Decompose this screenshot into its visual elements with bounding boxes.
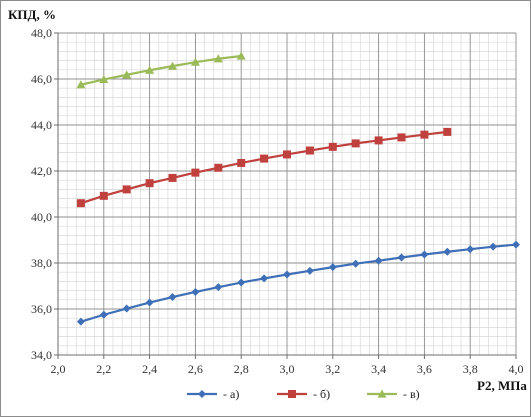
data-point — [305, 266, 314, 275]
series-2 — [76, 127, 452, 208]
series-3 — [76, 51, 246, 89]
data-point — [168, 61, 177, 70]
x-tick-label: 3,8 — [463, 362, 478, 376]
x-tick-label: 4,0 — [509, 362, 524, 376]
data-point — [99, 310, 108, 319]
data-point — [236, 51, 246, 60]
x-tick-label: 2,0 — [51, 362, 66, 376]
legend: - а) - б) - в) — [187, 387, 420, 401]
series-1 — [76, 240, 520, 326]
legend-label: - в) — [403, 387, 420, 401]
x-axis-title: Р2, МПа — [477, 378, 527, 393]
data-point — [466, 245, 475, 254]
data-point — [374, 256, 383, 265]
data-point — [168, 293, 177, 302]
data-point — [305, 146, 314, 155]
data-point — [145, 65, 155, 74]
data-point — [260, 274, 269, 283]
data-point — [328, 142, 337, 151]
data-point — [374, 136, 383, 145]
data-point — [122, 185, 131, 194]
data-point — [328, 263, 337, 272]
data-point — [76, 317, 85, 326]
data-point — [145, 179, 154, 188]
x-tick-label: 3,6 — [417, 362, 432, 376]
data-point — [489, 242, 498, 251]
data-point — [443, 247, 452, 256]
x-tick-label: 2,4 — [142, 362, 157, 376]
data-point — [190, 57, 200, 66]
series-line — [80, 54, 242, 86]
data-point — [99, 191, 108, 200]
data-point — [122, 70, 132, 79]
data-point — [443, 127, 452, 136]
legend-marker — [198, 390, 206, 398]
x-tick-label: 2,6 — [188, 362, 203, 376]
series-group — [76, 51, 520, 326]
data-point — [99, 74, 109, 84]
data-point — [397, 253, 406, 262]
y-axis-title: КПД, % — [8, 7, 56, 22]
data-point — [260, 154, 269, 163]
data-point — [76, 199, 85, 208]
data-point — [237, 158, 246, 167]
data-point — [214, 283, 223, 292]
series-line — [80, 243, 517, 323]
series-line — [80, 130, 448, 205]
data-point — [168, 173, 177, 182]
y-tick-label: 38,0 — [31, 256, 52, 270]
y-tick-label: 40,0 — [31, 210, 52, 224]
y-tick-label: 44,0 — [31, 118, 52, 132]
data-point — [191, 168, 200, 177]
x-tick-label: 3,4 — [371, 362, 386, 376]
legend-marker — [288, 390, 296, 398]
data-point — [237, 278, 246, 287]
data-point — [145, 298, 154, 307]
x-tick-label: 3,2 — [325, 362, 340, 376]
data-point — [191, 287, 200, 296]
legend-label: - а) — [223, 387, 239, 401]
legend-marker — [377, 389, 387, 398]
y-tick-label: 36,0 — [31, 302, 52, 316]
y-tick-label: 42,0 — [31, 164, 52, 178]
data-point — [420, 250, 429, 259]
data-point — [351, 259, 360, 268]
data-point — [76, 80, 86, 89]
y-tick-label: 34,0 — [31, 348, 52, 362]
axes: 2,0 2,2 2,4 2,6 2,8 3,0 3,2 3,4 3,6 3,8 4,0 34,0 36,… — [31, 26, 524, 376]
data-point — [397, 133, 406, 142]
x-tick-label: 2,2 — [96, 362, 111, 376]
data-point — [213, 54, 223, 63]
data-point — [420, 130, 429, 139]
x-tick-label: 2,8 — [234, 362, 249, 376]
y-tick-label: 48,0 — [31, 26, 52, 40]
data-point — [283, 150, 291, 159]
data-point — [512, 240, 520, 249]
y-tick-label: 46,0 — [31, 72, 52, 86]
data-point — [351, 139, 360, 148]
legend-label: - б) — [313, 387, 330, 401]
data-point — [283, 270, 291, 279]
grid — [57, 32, 517, 356]
data-point — [122, 304, 131, 313]
data-point — [214, 163, 223, 172]
x-tick-label: 3,0 — [280, 362, 295, 376]
